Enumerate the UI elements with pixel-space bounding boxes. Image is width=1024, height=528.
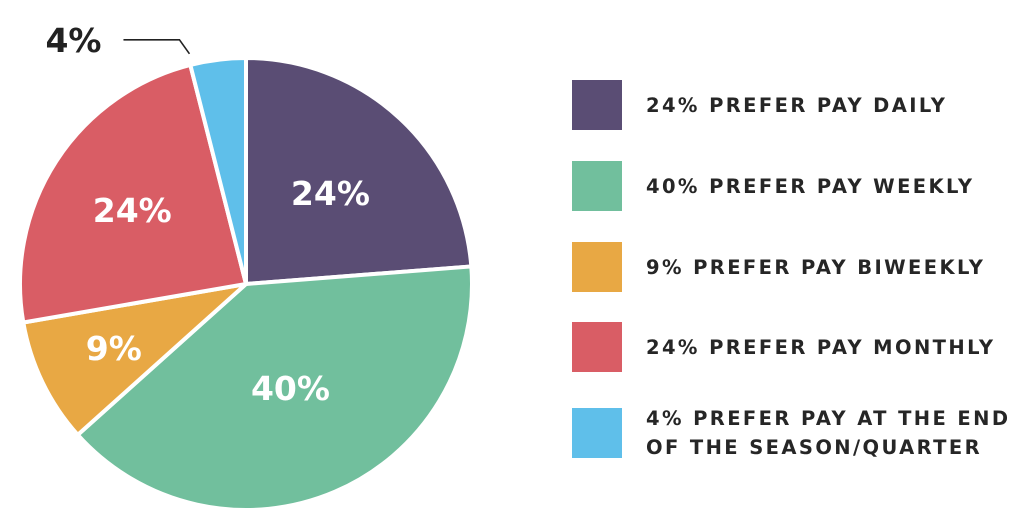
pie-slice-1 — [244, 56, 474, 286]
legend-swatch-1 — [572, 80, 622, 130]
legend-label-5: 4% PREFER PAY AT THE END OF THE SEASON/Q… — [646, 407, 1011, 459]
pie-slice-labels: 24% 40% 9% 24% — [86, 174, 370, 408]
legend-swatch-2 — [572, 161, 622, 211]
legend-label-3: 9% PREFER PAY BIWEEKLY — [646, 255, 986, 279]
pie-slice-label-3: 9% — [86, 329, 142, 368]
pie-slice-3 — [21, 282, 248, 437]
pie-slices — [18, 56, 474, 512]
legend-item-1: 24% PREFER PAY DAILY — [572, 80, 947, 130]
pie-slice-label-1: 24% — [291, 174, 370, 213]
pie-slice-label-2: 40% — [251, 369, 330, 408]
pie-slice-2 — [75, 264, 474, 512]
pie-slice-4 — [18, 62, 248, 325]
legend-item-2: 40% PREFER PAY WEEKLY — [572, 161, 974, 211]
legend-swatch-5 — [572, 408, 622, 458]
legend-item-3: 9% PREFER PAY BIWEEKLY — [572, 242, 985, 292]
pie-slice-label-5: 4% — [45, 21, 101, 60]
legend-swatch-3 — [572, 242, 622, 292]
legend-item-4: 24% PREFER PAY MONTHLY — [572, 322, 995, 372]
callout-line — [123, 38, 191, 55]
legend-item-5: 4% PREFER PAY AT THE END OF THE SEASON/Q… — [572, 404, 1010, 462]
legend-swatch-4 — [572, 322, 622, 372]
pie-slice-5 — [188, 56, 248, 286]
legend-label-1: 24% PREFER PAY DAILY — [646, 93, 948, 117]
legend-label-2: 40% PREFER PAY WEEKLY — [646, 174, 975, 198]
legend-label-4: 24% PREFER PAY MONTHLY — [646, 335, 996, 359]
small-slice-callout: 4% — [45, 21, 191, 60]
pie-slice-label-4: 24% — [93, 191, 172, 230]
